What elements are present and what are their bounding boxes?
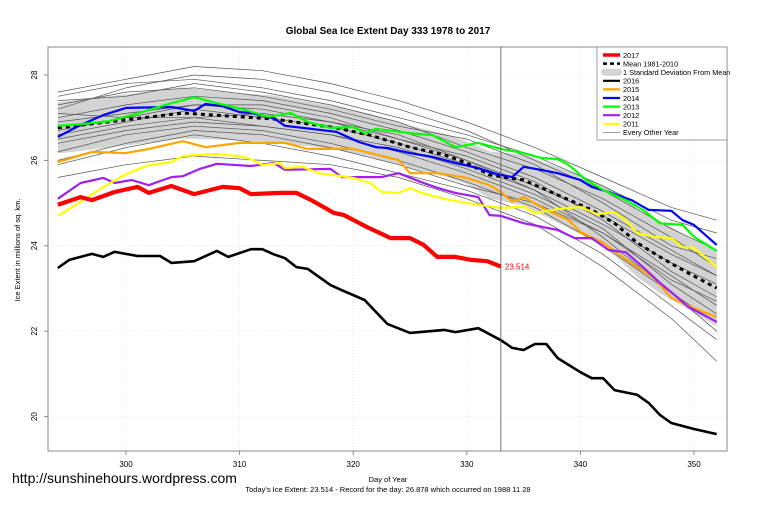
other-year-line bbox=[57, 113, 717, 332]
series-line-2011 bbox=[57, 152, 718, 268]
other-year-line bbox=[57, 155, 717, 362]
legend-label: 2013 bbox=[623, 102, 639, 111]
series-line-2017 bbox=[57, 183, 502, 269]
end-value-label: 23.514 bbox=[505, 263, 530, 272]
other-year-line bbox=[57, 66, 717, 221]
watermark: http://sunshinehours.wordpress.com bbox=[12, 470, 237, 486]
y-tick-label: 24 bbox=[30, 241, 39, 250]
footer-note: Today's Ice Extent: 23.514 - Record for … bbox=[245, 485, 530, 494]
other-year-line bbox=[57, 74, 717, 251]
other-year-line bbox=[57, 83, 717, 268]
other-year-line bbox=[57, 87, 717, 259]
x-tick-label: 330 bbox=[460, 460, 474, 469]
other-year-line bbox=[57, 121, 717, 315]
legend-label: 1 Standard Deviation From Mean bbox=[623, 68, 730, 77]
legend-swatch bbox=[601, 68, 622, 76]
x-axis-label: Day of Year bbox=[369, 475, 408, 484]
series-line-2013 bbox=[57, 96, 718, 252]
legend-label: 2012 bbox=[623, 111, 639, 120]
series-line-2016 bbox=[57, 247, 717, 436]
x-tick-label: 350 bbox=[687, 460, 701, 469]
y-axis-label: Ice Extent in millions of sq. km. bbox=[13, 199, 22, 302]
legend-label: 2015 bbox=[623, 85, 639, 94]
y-tick-label: 22 bbox=[30, 326, 39, 335]
x-tick-label: 300 bbox=[119, 460, 133, 469]
series-line-2015 bbox=[57, 140, 718, 319]
plot-frame bbox=[47, 46, 728, 452]
x-tick-label: 310 bbox=[233, 460, 247, 469]
legend-label: 2016 bbox=[623, 77, 639, 86]
other-years bbox=[57, 66, 717, 362]
x-tick-label: 340 bbox=[574, 460, 588, 469]
legend-label: Every Other Year bbox=[623, 128, 679, 137]
legend-label: 2014 bbox=[623, 94, 639, 103]
y-tick-label: 26 bbox=[30, 155, 39, 164]
year-series: 23.514 bbox=[57, 96, 718, 436]
other-year-line bbox=[57, 130, 717, 302]
y-tick-label: 28 bbox=[30, 70, 39, 79]
series-line-2012 bbox=[57, 161, 718, 323]
x-tick-label: 320 bbox=[347, 460, 361, 469]
axes: 300 310 320 330 340 350 20 22 24 26 28 bbox=[30, 46, 728, 469]
other-year-line bbox=[57, 104, 717, 277]
legend-label: 2017 bbox=[623, 51, 639, 60]
legend-label: 2011 bbox=[623, 120, 639, 129]
legend-label: Mean 1981-2010 bbox=[623, 59, 678, 68]
other-year-line bbox=[57, 95, 717, 277]
y-tick-label: 20 bbox=[30, 412, 39, 421]
chart-title: Global Sea Ice Extent Day 333 1978 to 20… bbox=[286, 26, 491, 37]
